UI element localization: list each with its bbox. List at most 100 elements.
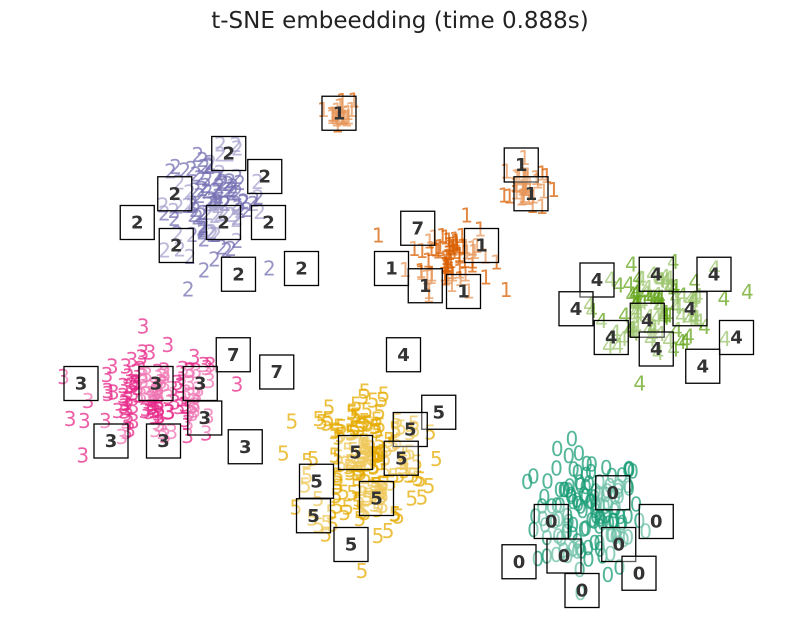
scatter-point-digit-2: 2 bbox=[213, 174, 226, 198]
thumbnail-frame bbox=[247, 158, 283, 195]
scatter-point-digit-1: 1 bbox=[340, 107, 353, 131]
scatter-point-digit-0: 0 bbox=[609, 525, 622, 549]
scatter-point-digit-4: 4 bbox=[650, 283, 663, 307]
scatter-point-digit-2: 2 bbox=[205, 220, 218, 244]
scatter-point-digit-1: 1 bbox=[421, 266, 434, 290]
scatter-point-digit-4: 4 bbox=[630, 299, 643, 323]
scatter-point-digit-2: 2 bbox=[212, 191, 225, 215]
thumbnail-digit-0: 0 bbox=[595, 475, 631, 511]
scatter-point-digit-1: 1 bbox=[335, 94, 348, 118]
scatter-point-digit-2: 2 bbox=[218, 202, 231, 226]
scatter-point-digit-0: 0 bbox=[571, 460, 584, 484]
scatter-point-digit-5: 5 bbox=[357, 412, 370, 436]
scatter-point-digit-2: 2 bbox=[215, 236, 228, 260]
scatter-point-digit-5: 5 bbox=[350, 392, 363, 416]
scatter-point-digit-4: 4 bbox=[631, 278, 644, 302]
scatter-point-digit-4: 4 bbox=[671, 295, 684, 319]
scatter-point-digit-5: 5 bbox=[344, 450, 357, 474]
scatter-point-digit-4: 4 bbox=[689, 306, 702, 330]
scatter-point-digit-0: 0 bbox=[579, 475, 592, 499]
scatter-point-digit-5: 5 bbox=[354, 448, 367, 472]
scatter-point-digit-5: 5 bbox=[389, 417, 402, 441]
scatter-point-digit-4: 4 bbox=[662, 266, 675, 290]
scatter-point-digit-1: 1 bbox=[466, 236, 479, 260]
thumbnail-digit-3: 3 bbox=[227, 429, 263, 465]
scatter-point-digit-5: 5 bbox=[333, 414, 346, 438]
scatter-point-digit-5: 5 bbox=[388, 502, 401, 526]
scatter-point-digit-1: 1 bbox=[439, 225, 452, 249]
scatter-point-digit-2: 2 bbox=[214, 142, 227, 166]
thumbnail-digit-4: 4 bbox=[638, 331, 674, 367]
scatter-point-digit-1: 1 bbox=[329, 106, 342, 130]
scatter-point-digit-2: 2 bbox=[231, 136, 244, 160]
thumbnail-frame bbox=[259, 354, 295, 390]
scatter-point-digit-5: 5 bbox=[371, 444, 384, 468]
scatter-point-digit-4: 4 bbox=[660, 269, 673, 293]
scatter-point-digit-3: 3 bbox=[143, 376, 156, 400]
scatter-point-digit-1: 1 bbox=[453, 259, 466, 283]
scatter-point-digit-0: 0 bbox=[565, 483, 578, 507]
scatter-point-digit-5: 5 bbox=[355, 497, 368, 521]
scatter-point-digit-4: 4 bbox=[692, 310, 705, 334]
thumbnail-digit-image: 1 bbox=[457, 282, 470, 303]
scatter-point-digit-4: 4 bbox=[623, 318, 636, 342]
scatter-point-digit-5: 5 bbox=[374, 481, 387, 505]
scatter-point-digit-2: 2 bbox=[224, 169, 237, 193]
thumbnail-frame bbox=[358, 480, 395, 517]
thumbnail-frame bbox=[138, 365, 174, 402]
thumbnail-digit-0: 0 bbox=[501, 544, 537, 580]
thumbnail-digit-image: 1 bbox=[525, 184, 538, 205]
scatter-point-digit-4: 4 bbox=[682, 325, 695, 349]
scatter-point-digit-1: 1 bbox=[503, 185, 516, 209]
scatter-point-digit-0: 0 bbox=[597, 511, 610, 535]
thumbnail-digit-4: 4 bbox=[638, 256, 674, 292]
thumbnail-digit-1: 1 bbox=[445, 273, 482, 310]
thumbnail-frame bbox=[685, 348, 721, 384]
thumbnail-digit-image: 4 bbox=[730, 328, 743, 349]
scatter-point-digit-5: 5 bbox=[301, 464, 314, 488]
scatter-point-digit-2: 2 bbox=[182, 278, 195, 302]
scatter-point-digit-0: 0 bbox=[639, 519, 652, 543]
scatter-point-digit-0: 0 bbox=[585, 452, 598, 476]
scatter-point-digit-1: 1 bbox=[337, 104, 350, 128]
scatter-point-digit-1: 1 bbox=[338, 105, 351, 129]
scatter-point-digit-4: 4 bbox=[612, 273, 625, 297]
scatter-point-digit-0: 0 bbox=[551, 437, 564, 461]
scatter-point-digit-4: 4 bbox=[684, 288, 697, 312]
thumbnail-digit-5: 5 bbox=[337, 434, 374, 471]
scatter-point-digit-4: 4 bbox=[653, 288, 666, 312]
scatter-point-digit-0: 0 bbox=[598, 495, 611, 519]
scatter-point-digit-5: 5 bbox=[394, 415, 407, 439]
scatter-point-digit-4: 4 bbox=[669, 294, 682, 318]
scatter-point-digit-1: 1 bbox=[547, 178, 560, 202]
scatter-point-digit-3: 3 bbox=[146, 384, 159, 408]
scatter-point-digit-3: 3 bbox=[119, 400, 132, 424]
scatter-point-digit-0: 0 bbox=[536, 495, 549, 519]
scatter-point-digit-3: 3 bbox=[152, 376, 165, 400]
thumbnail-digit-4: 4 bbox=[593, 319, 629, 356]
scatter-point-digit-5: 5 bbox=[354, 507, 367, 531]
scatter-point-digit-5: 5 bbox=[360, 433, 373, 457]
scatter-point-digit-5: 5 bbox=[368, 482, 381, 506]
thumbnail-digit-5: 5 bbox=[358, 480, 395, 517]
scatter-point-digit-0: 0 bbox=[577, 483, 590, 507]
scatter-point-digit-2: 2 bbox=[209, 223, 222, 247]
scatter-point-digit-3: 3 bbox=[143, 400, 156, 424]
scatter-point-digit-1: 1 bbox=[461, 240, 474, 264]
thumbnail-digit-image: 2 bbox=[262, 213, 275, 234]
scatter-point-digit-5: 5 bbox=[331, 474, 344, 498]
scatter-point-digit-3: 3 bbox=[179, 408, 192, 432]
scatter-point-digit-3: 3 bbox=[151, 377, 164, 401]
thumbnail-digit-image: 0 bbox=[558, 546, 571, 567]
scatter-point-digit-0: 0 bbox=[551, 493, 564, 517]
scatter-point-digit-0: 0 bbox=[562, 444, 575, 468]
scatter-point-digit-5: 5 bbox=[346, 399, 359, 423]
thumbnail-digit-image: 5 bbox=[349, 443, 362, 464]
scatter-point-digit-2: 2 bbox=[224, 203, 237, 227]
scatter-point-digit-5: 5 bbox=[370, 414, 383, 438]
scatter-point-digit-1: 1 bbox=[415, 261, 428, 285]
scatter-point-digit-4: 4 bbox=[630, 290, 643, 314]
scatter-point-digit-3: 3 bbox=[163, 400, 176, 424]
thumbnail-digit-4: 4 bbox=[558, 291, 594, 327]
scatter-point-digit-0: 0 bbox=[552, 507, 565, 531]
